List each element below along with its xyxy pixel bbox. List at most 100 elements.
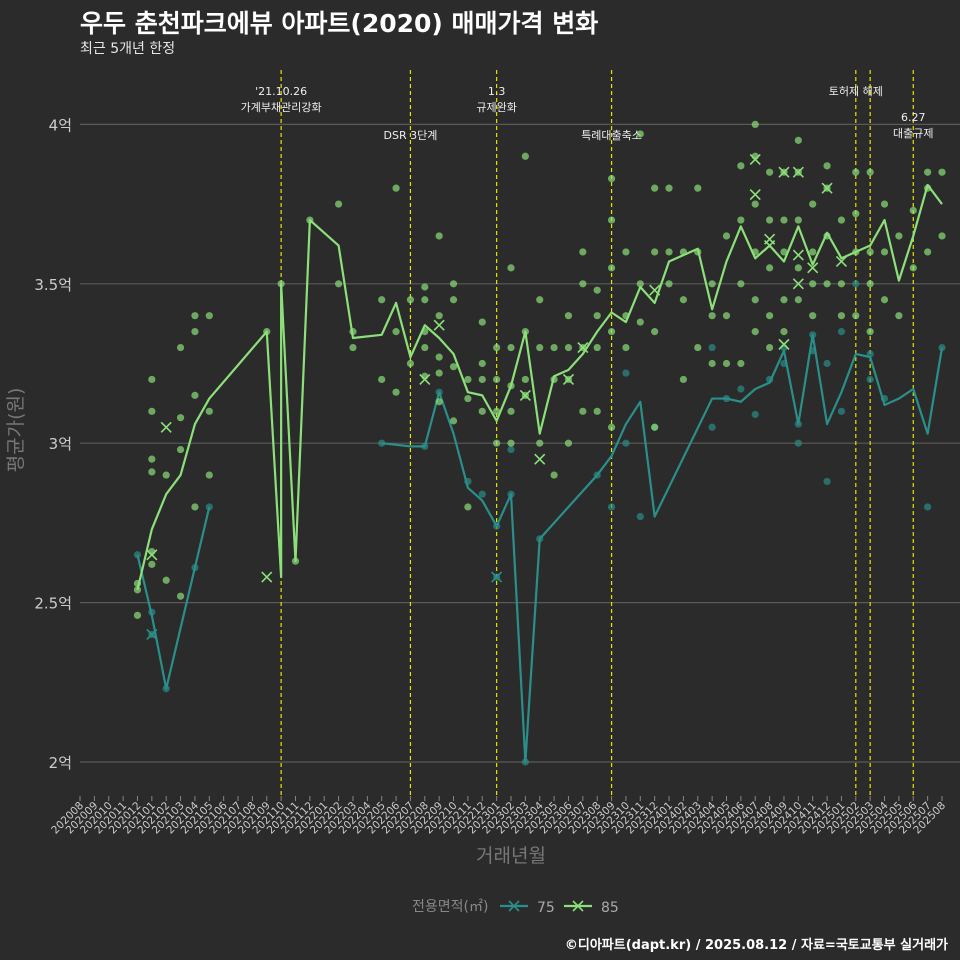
cross-marker <box>649 284 661 296</box>
series-85 <box>133 120 946 619</box>
data-point <box>579 407 587 415</box>
data-point <box>607 328 616 336</box>
data-point <box>435 232 443 240</box>
data-point <box>622 248 630 256</box>
event-label: 6.27 <box>901 111 926 124</box>
data-point <box>478 318 486 326</box>
legend: 전용면적(㎡) 75 85 <box>412 899 619 916</box>
data-point <box>751 296 759 304</box>
y-tick-label: 3억 <box>49 435 72 453</box>
data-point <box>823 162 831 170</box>
cross-marker <box>764 239 776 252</box>
cross-marker <box>433 319 445 331</box>
data-point <box>148 407 156 415</box>
data-point <box>550 471 558 479</box>
data-point <box>636 318 644 326</box>
data-point <box>780 216 788 224</box>
data-point <box>665 184 673 192</box>
data-point <box>191 503 199 511</box>
data-point <box>162 576 170 584</box>
cross-marker <box>835 255 847 268</box>
data-point <box>335 280 343 288</box>
data-point <box>335 200 343 208</box>
data-point <box>722 359 731 368</box>
data-point <box>493 439 501 447</box>
legend-label: 85 <box>601 900 619 916</box>
data-point <box>866 280 874 288</box>
data-point <box>133 611 142 619</box>
data-point <box>737 385 745 393</box>
data-point <box>823 477 831 486</box>
data-point <box>708 280 716 288</box>
data-point <box>478 375 486 384</box>
y-tick-label: 2.5억 <box>34 595 72 613</box>
data-point <box>837 328 846 336</box>
data-point <box>536 439 544 447</box>
cross-marker <box>792 166 804 178</box>
data-point <box>809 312 817 320</box>
data-point <box>406 359 415 368</box>
cross-marker <box>261 571 273 583</box>
data-point <box>766 168 774 176</box>
event-label: 특례대출축소 <box>581 129 642 142</box>
data-point <box>550 343 558 352</box>
cross-marker <box>792 278 804 290</box>
data-point <box>191 312 199 320</box>
data-point <box>837 280 846 288</box>
data-point <box>435 398 443 406</box>
data-point <box>205 407 213 415</box>
data-point <box>651 184 659 192</box>
data-point <box>464 394 472 403</box>
data-point <box>837 407 846 415</box>
data-point <box>421 283 429 291</box>
y-axis-title: 평균가(원) <box>5 388 27 473</box>
data-point <box>521 152 529 160</box>
data-point <box>449 280 458 288</box>
series-line <box>136 183 943 591</box>
data-point <box>148 455 156 463</box>
cross-marker <box>491 571 503 583</box>
data-point <box>766 312 774 320</box>
data-point <box>205 471 213 479</box>
cross-marker <box>146 549 158 561</box>
legend-key-marker <box>508 900 520 912</box>
data-point <box>493 343 501 352</box>
cross-marker <box>807 262 819 274</box>
data-point <box>823 280 831 288</box>
data-point <box>780 296 788 304</box>
data-point <box>421 343 429 352</box>
data-point <box>679 375 688 384</box>
data-point <box>880 296 889 304</box>
data-point <box>809 280 817 288</box>
data-point <box>651 248 659 256</box>
x-axis-title: 거래년월 <box>476 845 546 867</box>
data-point <box>679 296 688 304</box>
data-point <box>493 407 501 415</box>
data-point <box>564 312 573 320</box>
data-point <box>148 375 156 384</box>
data-point <box>866 328 874 336</box>
data-point <box>622 343 630 352</box>
data-point <box>794 136 802 144</box>
event-label: DSR 3단계 <box>384 129 438 142</box>
data-point <box>766 343 774 352</box>
data-point <box>162 471 170 479</box>
cross-marker <box>419 373 431 386</box>
data-point <box>133 551 142 559</box>
data-point <box>536 343 544 352</box>
cross-marker <box>577 341 589 354</box>
data-point <box>622 439 630 447</box>
legend-title: 전용면적(㎡) <box>412 899 488 915</box>
event-label: 1.3 <box>488 85 506 98</box>
cross-marker <box>749 153 761 166</box>
event-label: 규제완화 <box>476 101 516 114</box>
data-point <box>607 174 616 183</box>
event-label: 가계부채관리강화 <box>241 101 322 114</box>
data-point <box>593 286 601 294</box>
data-point <box>464 503 472 511</box>
data-point <box>636 280 644 288</box>
cross-marker <box>792 249 804 261</box>
data-point <box>378 375 386 384</box>
data-point <box>622 369 630 377</box>
